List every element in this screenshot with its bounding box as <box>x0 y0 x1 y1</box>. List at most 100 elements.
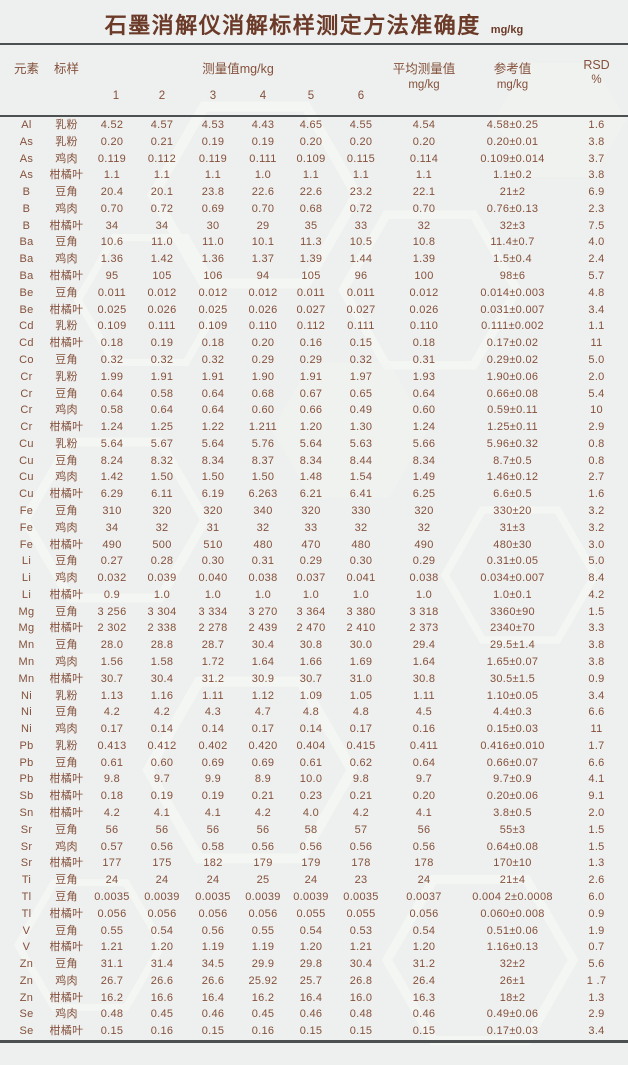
cell-element: Pb <box>19 756 34 769</box>
cell-measure-3: 3 334 <box>198 605 228 618</box>
cell-measure-1: 0.48 <box>100 1008 124 1021</box>
cell-sample: 乳粉 <box>55 370 78 383</box>
cell-reference: 6.6±0.5 <box>493 488 532 501</box>
cell-measure-4: 1.12 <box>251 689 275 702</box>
table-row: As 鸡肉 0.119 0.112 0.119 0.111 0.109 0.115 0.114 0… <box>0 151 628 168</box>
cell-element: Zn <box>19 991 34 1004</box>
cell-measure-2: 4.2 <box>153 706 171 719</box>
cell-measure-3: 182 <box>203 857 223 870</box>
cell-measure-1: 34 <box>105 219 119 232</box>
cell-measure-5: 1.1 <box>302 169 320 182</box>
cell-measure-5: 0.055 <box>296 907 326 920</box>
cell-measure-6: 26.8 <box>349 974 373 987</box>
header-element: 元素 <box>13 62 39 76</box>
cell-rsd: 8.4 <box>588 572 605 585</box>
cell-measure-4: 0.110 <box>248 320 278 333</box>
cell-sample: 柑橘叶 <box>49 991 84 1004</box>
cell-reference: 1.65±0.07 <box>486 656 539 668</box>
table-row: Sb 柑橘叶 0.18 0.19 0.19 0.21 0.23 0.21 0.20 0.20±0.… <box>0 788 628 805</box>
cell-rsd: 1.6 <box>588 488 605 501</box>
cell-measure-3: 0.025 <box>198 303 228 316</box>
cell-element: Cu <box>19 471 34 484</box>
cell-sample: 豆角 <box>55 286 78 299</box>
cell-measure-1: 30.7 <box>100 672 124 685</box>
cell-measure-5: 10.0 <box>299 773 323 786</box>
cell-measure-5: 0.66 <box>299 404 323 417</box>
cell-rsd: 7.5 <box>588 219 605 232</box>
cell-measure-5: 0.56 <box>299 840 323 853</box>
cell-average: 0.114 <box>409 152 439 165</box>
cell-measure-6: 23.2 <box>349 186 373 199</box>
cell-sample: 柑橘叶 <box>49 303 84 316</box>
cell-element: Tl <box>21 907 32 920</box>
cell-measure-1: 31.1 <box>100 958 124 971</box>
cell-measure-2: 0.72 <box>150 202 174 215</box>
table-row: Cr 鸡肉 0.58 0.64 0.64 0.60 0.66 0.49 0.60 0.59±0.1… <box>0 402 628 419</box>
cell-average: 22.1 <box>412 186 436 199</box>
cell-average: 178 <box>414 857 434 870</box>
cell-reference: 32±3 <box>499 219 526 232</box>
cell-measure-2: 0.026 <box>147 303 177 316</box>
cell-average: 56 <box>417 823 431 836</box>
cell-measure-1: 24 <box>105 874 119 887</box>
cell-rsd: 0.8 <box>588 454 605 467</box>
accuracy-table: 元素 标样 测量值mg/kg 平均测量值 mg/kg 参考值 mg/kg RSD… <box>0 43 628 1043</box>
cell-average: 31.2 <box>412 958 436 971</box>
cell-measure-3: 0.0035 <box>195 890 231 903</box>
cell-measure-1: 0.025 <box>97 303 127 316</box>
cell-measure-3: 6.19 <box>201 488 225 501</box>
table-row: Pb 乳粉 0.413 0.412 0.402 0.420 0.404 0.415 0.411 0… <box>0 738 628 755</box>
cell-element: Ti <box>21 874 32 887</box>
cell-reference: 1.25±0.11 <box>487 421 538 434</box>
cell-measure-3: 0.56 <box>201 924 225 937</box>
table-row: Se 柑橘叶 0.15 0.16 0.15 0.16 0.15 0.15 0.15 0.17±0.… <box>0 1023 628 1041</box>
cell-average: 1.49 <box>412 471 436 484</box>
cell-measure-2: 0.19 <box>150 337 174 350</box>
cell-average: 100 <box>414 270 434 283</box>
cell-measure-3: 4.1 <box>204 807 222 820</box>
cell-reference: 330±20 <box>493 504 532 517</box>
cell-measure-2: 0.412 <box>147 739 177 752</box>
cell-rsd: 3.8 <box>588 656 605 668</box>
cell-sample: 豆角 <box>55 504 78 517</box>
cell-average: 0.64 <box>412 387 436 400</box>
cell-average: 1.0 <box>415 588 433 601</box>
cell-element: Sr <box>20 823 33 836</box>
cell-measure-3: 28.7 <box>201 639 225 652</box>
table-row: Be 柑橘叶 0.025 0.026 0.025 0.026 0.027 0.027 0.026… <box>0 302 628 319</box>
cell-element: Ni <box>21 689 32 702</box>
cell-average: 0.31 <box>412 353 436 366</box>
table-row: Cu 乳粉 5.64 5.67 5.64 5.76 5.64 5.63 5.66 5.96±0.3… <box>0 436 628 453</box>
cell-measure-2: 20.1 <box>150 186 174 199</box>
header-rsd: RSD % <box>565 44 628 116</box>
cell-measure-6: 1.30 <box>349 421 373 434</box>
cell-sample: 豆角 <box>55 186 78 199</box>
cell-average: 0.46 <box>412 1008 436 1021</box>
cell-measure-6: 33 <box>354 219 368 232</box>
cell-measure-1: 0.056 <box>97 907 127 920</box>
cell-measure-6: 0.49 <box>349 404 373 417</box>
cell-measure-3: 0.040 <box>198 572 228 585</box>
cell-sample: 鸡肉 <box>55 202 78 215</box>
cell-sample: 鸡肉 <box>55 152 78 165</box>
cell-measure-2: 0.64 <box>150 404 174 417</box>
cell-element: Be <box>19 303 34 316</box>
header-average-unit: mg/kg <box>408 79 440 91</box>
cell-element: Fe <box>19 504 34 517</box>
cell-average: 0.20 <box>412 790 436 803</box>
cell-reference: 0.49±0.06 <box>486 1008 539 1021</box>
cell-rsd: 2.0 <box>588 370 605 383</box>
cell-measure-4: 0.19 <box>251 135 275 148</box>
cell-measure-6: 0.48 <box>349 1008 373 1021</box>
cell-measure-5: 4.0 <box>302 807 320 820</box>
cell-measure-3: 0.19 <box>201 135 225 148</box>
cell-sample: 柑橘叶 <box>49 421 84 434</box>
cell-sample: 柑橘叶 <box>49 488 84 501</box>
cell-sample: 柑橘叶 <box>49 1025 84 1038</box>
cell-rsd: 0.9 <box>588 672 605 685</box>
table-row: Cu 豆角 8.24 8.32 8.34 8.37 8.34 8.44 8.34 8.7±0.5 0… <box>0 453 628 470</box>
cell-measure-1: 0.109 <box>97 320 127 333</box>
page-title: 石墨消解仪消解标样测定方法准确度 <box>104 13 481 38</box>
cell-measure-2: 0.111 <box>148 320 176 333</box>
cell-reference: 1.5±0.4 <box>493 253 532 266</box>
